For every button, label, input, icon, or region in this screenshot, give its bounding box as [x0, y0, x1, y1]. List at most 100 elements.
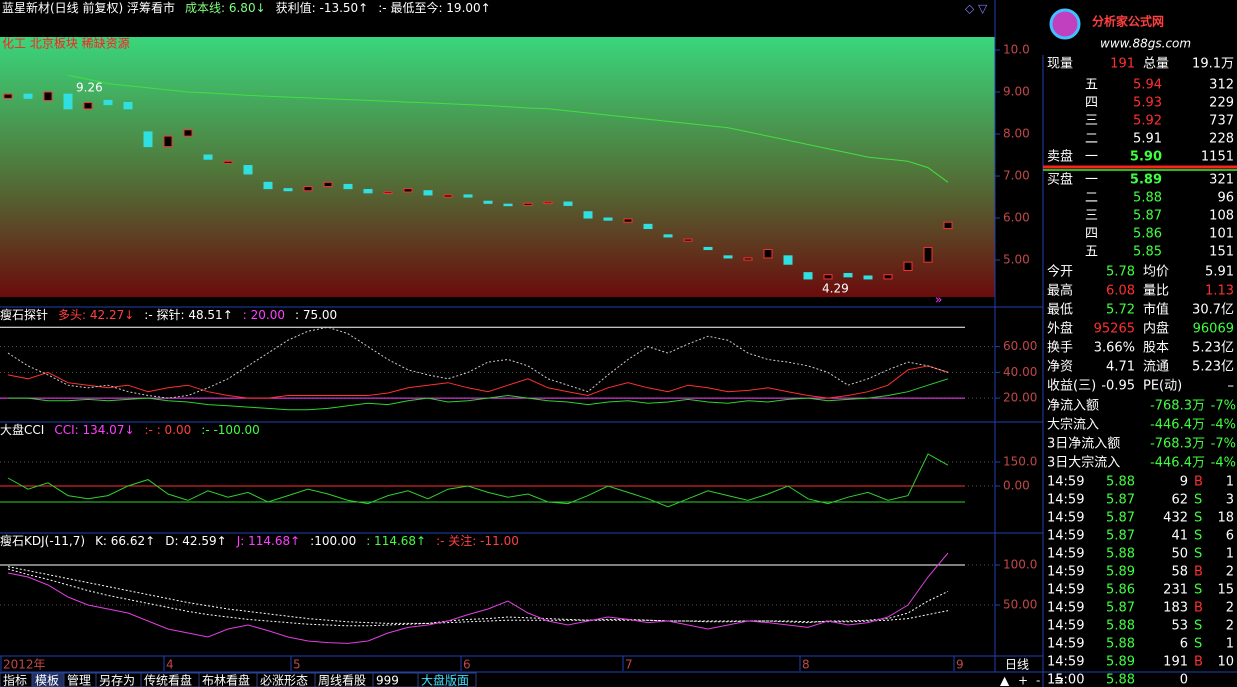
header-item: D: 42.59↑: [165, 534, 227, 548]
flow-value: -446.4万: [1150, 456, 1205, 471]
series-line: [7, 568, 949, 627]
trade-price: 5.87: [1106, 511, 1135, 526]
candle: [263, 181, 273, 190]
header-item: :- : 0.00: [145, 423, 192, 437]
flow-label: 大宗流入: [1047, 417, 1099, 433]
tab-label[interactable]: 大盘版面: [421, 673, 469, 687]
trade-time: 14:59: [1047, 475, 1084, 490]
bid-price: 5.85: [1133, 245, 1162, 260]
date-label: 6: [463, 658, 471, 672]
tab-label[interactable]: 管理: [67, 673, 91, 687]
trade-volume: 62: [1171, 493, 1188, 508]
quote-label: 流通: [1143, 360, 1169, 375]
y-tick-label: 100.0: [1003, 558, 1037, 572]
panel-button[interactable]: +: [1018, 674, 1028, 687]
date-label: 9: [956, 658, 964, 672]
bid-level: 二: [1085, 191, 1098, 206]
quote-label: 总量: [1143, 57, 1169, 72]
quote-value: 19.1万: [1192, 57, 1234, 72]
y-tick-label: 10.0: [1003, 43, 1030, 57]
tab-label[interactable]: 999: [376, 674, 399, 687]
header-item: 瘦石探针: [0, 307, 48, 322]
trade-price: 5.88: [1106, 619, 1135, 634]
trade-price: 5.88: [1106, 673, 1135, 687]
flow-value: -768.3万: [1150, 437, 1205, 452]
quote-label: 现量: [1047, 57, 1073, 72]
header-item: :- 最低至今: 19.00↑: [378, 0, 490, 15]
flow-percent: -7%: [1211, 437, 1236, 452]
candle: [463, 194, 473, 198]
ask-level: 四: [1085, 96, 1098, 111]
trade-price: 5.87: [1106, 601, 1135, 616]
ask-level: 五: [1085, 78, 1098, 93]
trade-side: S: [1194, 511, 1202, 526]
panel-button[interactable]: ▲: [1000, 674, 1010, 687]
ask-volume: 737: [1209, 114, 1234, 129]
candle: [743, 257, 753, 261]
tab-label[interactable]: 布林看盘: [202, 673, 250, 687]
trade-price: 5.86: [1106, 583, 1135, 598]
y-tick-label: 6.00: [1003, 211, 1030, 225]
candle: [363, 188, 373, 194]
scroll-arrow[interactable]: »: [935, 293, 942, 307]
tab-label[interactable]: 模板: [35, 674, 59, 687]
header-text: 瘦石探针 多头: 42.27↓:- 探针: 48.51↑: 20.00: 75.0…: [0, 307, 337, 322]
bid-level: 五: [1085, 245, 1098, 260]
candle: [863, 275, 873, 280]
icons[interactable]: ◇ ▽: [965, 2, 988, 16]
y-tick-label: 7.00: [1003, 169, 1030, 183]
tab-label[interactable]: 周线看股: [318, 674, 366, 687]
candle: [343, 183, 353, 190]
candle: [763, 249, 773, 259]
bid-volume: 321: [1209, 173, 1234, 188]
tab-label[interactable]: 传统看盘: [144, 673, 192, 687]
trade-count: 1: [1226, 475, 1234, 490]
y-tick-label: 9.00: [1003, 85, 1030, 99]
panel-button[interactable]: -: [1036, 674, 1040, 687]
candle: [43, 91, 53, 101]
candle: [603, 217, 613, 221]
tab-label[interactable]: 另存为: [99, 674, 135, 687]
trade-time: 14:59: [1047, 547, 1084, 562]
ask-volume: 229: [1209, 96, 1234, 111]
panel-button[interactable]: ≡: [1054, 674, 1064, 687]
candle: [823, 274, 833, 280]
price-annotation: 9.26: [76, 81, 103, 95]
trade-count: 3: [1226, 493, 1234, 508]
quote-label: 最高: [1047, 283, 1073, 299]
candle: [203, 154, 213, 160]
logo-url: www.88gs.com: [1100, 37, 1191, 51]
ask-price: 5.90: [1130, 150, 1162, 165]
flow-value: -446.4万: [1150, 418, 1205, 433]
quote-value: -0.95: [1101, 379, 1135, 394]
candle: [803, 272, 813, 280]
trade-time: 15:00: [1047, 673, 1084, 687]
bid-volume: 101: [1209, 227, 1234, 242]
header-text: 蓝星新材(日线 前复权) 浮筹看市 成本线: 6.80↓ 获利值: -13.50↑:…: [2, 0, 491, 15]
trade-count: 10: [1217, 655, 1234, 670]
quote-value: 96069: [1193, 322, 1234, 337]
quote-label: 最低: [1047, 303, 1073, 318]
header-item: :- 关注: -11.00: [436, 533, 519, 548]
candle: [843, 272, 853, 278]
quote-value: 95265: [1094, 322, 1135, 337]
trade-side: B: [1194, 601, 1203, 616]
tab-label[interactable]: 必涨形态: [260, 673, 308, 687]
quote-label: 收益(三): [1047, 379, 1096, 394]
tab[interactable]: [417, 672, 477, 687]
trade-volume: 6: [1180, 637, 1188, 652]
header-item: 瘦石KDJ(-11,7): [0, 533, 85, 548]
header-item: 大盘CCI: [0, 422, 44, 437]
trade-volume: 0: [1180, 673, 1188, 687]
trade-volume: 9: [1180, 475, 1188, 490]
candle: [83, 102, 93, 110]
quote-label: 量比: [1143, 284, 1169, 299]
trade-time: 14:59: [1047, 493, 1084, 508]
quote-label: 内盘: [1143, 321, 1169, 337]
tab-label[interactable]: 指标: [3, 673, 27, 687]
trade-volume: 432: [1163, 511, 1188, 526]
flow-label: 3日大宗流入: [1047, 455, 1120, 471]
trade-time: 14:59: [1047, 529, 1084, 544]
trade-count: 1: [1226, 637, 1234, 652]
